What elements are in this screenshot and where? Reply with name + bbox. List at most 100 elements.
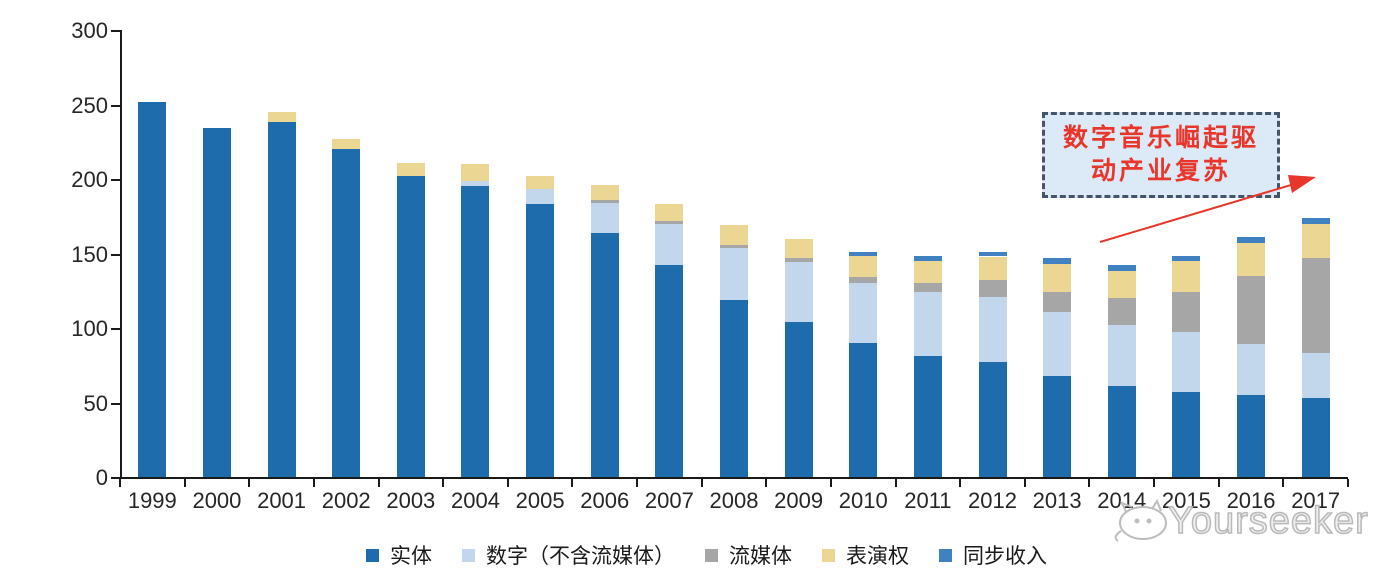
x-axis-label-2003: 2003 <box>386 488 436 513</box>
bar-group-2012 <box>978 0 1007 477</box>
x-axis-label-2011: 2011 <box>904 488 952 513</box>
bar-segment-streaming <box>784 257 813 263</box>
bar-segment-digital <box>1107 325 1136 387</box>
x-axis-line <box>120 477 1348 479</box>
legend-swatch-performance <box>822 548 835 562</box>
bar-segment-digital <box>978 296 1007 363</box>
legend-swatch-sync <box>939 548 952 562</box>
bar-group-2001 <box>267 0 296 477</box>
bar-group-2016 <box>1237 0 1266 477</box>
x-axis-label-2004: 2004 <box>450 488 500 513</box>
bar-group-2015 <box>1172 0 1201 477</box>
bar-group-2007 <box>655 0 684 477</box>
y-tick-mark <box>111 402 120 405</box>
bar-group-2014 <box>1107 0 1136 477</box>
bar-segment-performance <box>1172 260 1201 293</box>
bar-segment-physical <box>1301 398 1330 477</box>
bar-segment-performance <box>396 162 425 177</box>
bar-segment-streaming <box>1107 298 1136 326</box>
bar-group-2013 <box>1043 0 1072 477</box>
bar-segment-digital <box>720 247 748 300</box>
x-tick-mark <box>829 479 832 487</box>
bar-segment-sync <box>1107 265 1136 272</box>
bar-segment-digital <box>784 262 813 323</box>
bar-segment-sync <box>1301 217 1330 224</box>
legend-label-performance: 表演权 <box>846 544 909 568</box>
bar-segment-digital <box>461 180 490 187</box>
bar-segment-digital <box>1172 332 1201 393</box>
bar-segment-sync <box>913 256 942 261</box>
bar-group-2011 <box>913 0 942 477</box>
bar-segment-streaming <box>720 244 748 248</box>
x-axis-label-2006: 2006 <box>580 488 630 513</box>
bar-segment-performance <box>720 225 748 245</box>
x-axis-label-2000: 2000 <box>192 488 242 513</box>
bar-segment-performance <box>267 111 296 123</box>
x-axis-label-2001: 2001 <box>257 488 307 513</box>
bar-segment-sync <box>849 252 878 257</box>
x-axis-label-2002: 2002 <box>321 488 371 513</box>
x-axis-label-2009: 2009 <box>774 488 824 513</box>
x-tick-mark <box>1347 479 1349 487</box>
y-tick-label: 100 <box>71 316 108 341</box>
x-axis-label-2016: 2016 <box>1226 488 1276 513</box>
bar-group-2006 <box>590 0 619 477</box>
bar-segment-physical <box>267 122 296 477</box>
watermark-text: Yourseeker <box>1167 499 1369 543</box>
x-tick-mark <box>571 479 574 487</box>
bar-segment-streaming <box>590 199 619 203</box>
y-tick-mark <box>111 30 120 32</box>
x-tick-mark <box>1217 479 1220 487</box>
bar-group-2017 <box>1301 0 1330 477</box>
bar-segment-physical <box>202 128 231 477</box>
bar-segment-physical <box>461 186 490 477</box>
x-tick-mark <box>700 479 703 487</box>
bar-segment-streaming <box>978 280 1007 297</box>
bar-group-1999 <box>138 0 167 477</box>
x-tick-mark <box>765 479 768 487</box>
y-tick-mark <box>111 253 120 256</box>
x-tick-mark <box>442 479 445 487</box>
bar-group-2002 <box>332 0 361 477</box>
legend-item-performance: 表演权 <box>822 540 909 570</box>
x-axis-label-2007: 2007 <box>644 488 694 513</box>
legend-item-digital: 数字（不含流媒体） <box>462 540 675 570</box>
bar-segment-streaming <box>1237 275 1266 345</box>
bar-segment-performance <box>784 238 813 258</box>
x-axis-label-2015: 2015 <box>1161 488 1211 513</box>
bar-group-2008 <box>720 0 748 477</box>
y-tick-label: 150 <box>71 241 108 267</box>
bar-segment-physical <box>849 342 878 477</box>
bar-group-2009 <box>784 0 813 477</box>
x-tick-mark <box>377 479 380 487</box>
bar-group-2003 <box>396 0 425 477</box>
bar-segment-streaming <box>913 283 942 293</box>
x-tick-mark <box>1153 479 1156 487</box>
x-tick-mark <box>1023 479 1026 487</box>
bar-segment-streaming <box>655 220 684 224</box>
legend-item-physical: 实体 <box>366 540 432 570</box>
bar-segment-performance <box>655 204 684 221</box>
bar-segment-digital <box>1301 353 1330 399</box>
bar-segment-physical <box>1172 392 1201 477</box>
y-axis-line <box>120 30 122 479</box>
bar-group-2010 <box>849 0 878 477</box>
bar-segment-streaming <box>1301 257 1330 354</box>
bar-segment-physical <box>784 322 813 477</box>
bar-segment-physical <box>332 149 361 477</box>
bar-segment-performance <box>978 256 1007 281</box>
x-axis-label-2017: 2017 <box>1291 488 1341 513</box>
x-axis-label-1999: 1999 <box>127 488 177 513</box>
x-tick-mark <box>1088 479 1091 487</box>
x-tick-mark <box>894 479 897 487</box>
bar-group-2004 <box>461 0 490 477</box>
x-axis-label-2005: 2005 <box>515 488 565 513</box>
legend-label-sync: 同步收入 <box>963 544 1047 568</box>
bar-segment-streaming <box>1043 292 1072 312</box>
bar-segment-digital <box>1237 344 1266 396</box>
bar-segment-performance <box>590 184 619 200</box>
y-tick-label: 300 <box>71 18 108 43</box>
bar-segment-performance <box>1237 243 1266 276</box>
y-tick-label: 50 <box>83 390 108 416</box>
